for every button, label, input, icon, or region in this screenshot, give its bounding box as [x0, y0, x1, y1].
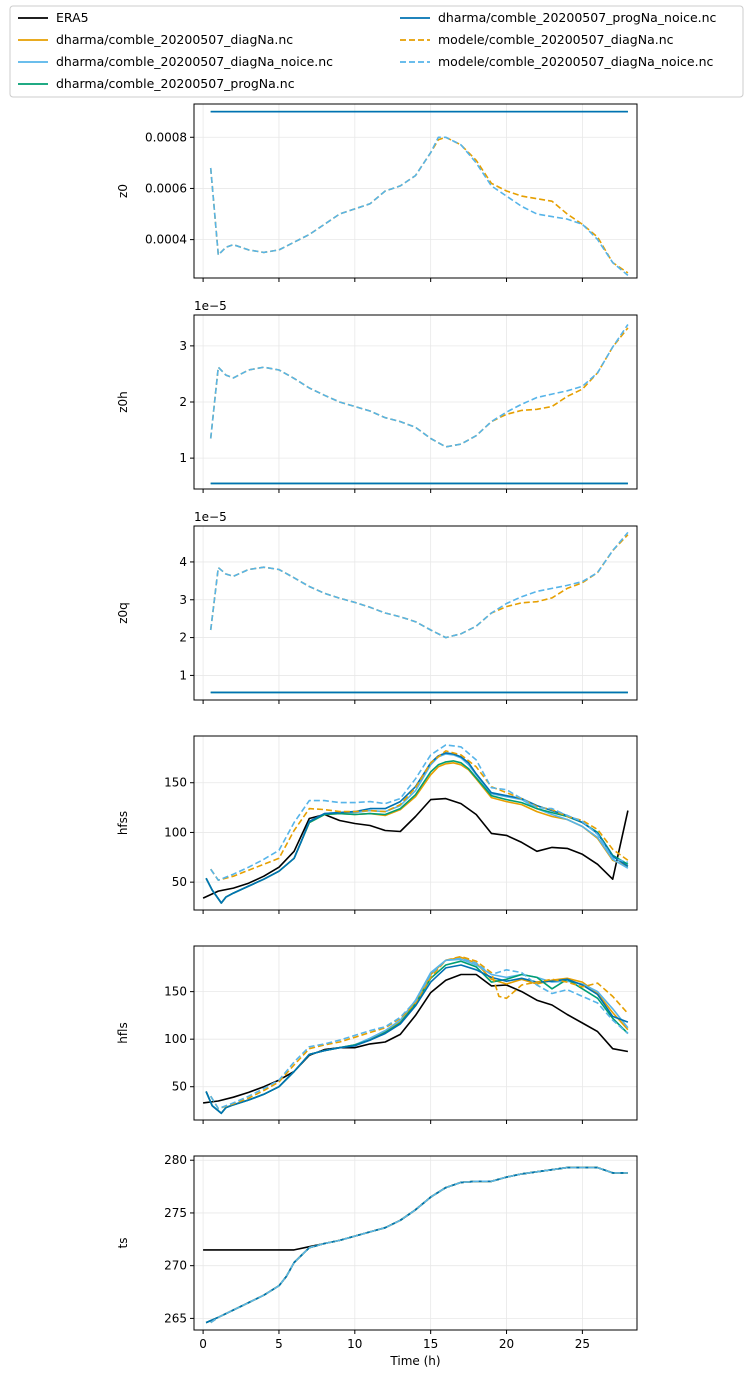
series-group	[203, 1166, 628, 1324]
y-axis-label: hfss	[116, 811, 130, 835]
y-axis-label: z0h	[116, 391, 130, 413]
y-tick-label: 1	[179, 668, 187, 682]
series-group	[203, 955, 629, 1115]
x-tick-label: 25	[575, 1337, 590, 1351]
y-tick-label: 50	[172, 1080, 187, 1094]
y-axis-label: ts	[116, 1238, 130, 1249]
series-line-ERA5	[202, 797, 629, 899]
legend-label: modele/comble_20200507_diagNa_noice.nc	[438, 54, 714, 69]
series-line-modele_diag_noice	[209, 136, 629, 277]
legend-label: dharma/comble_20200507_progNa_noice.nc	[438, 10, 717, 25]
series-line-modele_diag_noice	[209, 324, 629, 448]
subplots: 0.0004 0.0006 0.0008 z0 1 2 3 z0h 1e−5 1 2 3 4 z0q 1e−…	[116, 103, 638, 1368]
y-tick-label: 270	[164, 1259, 187, 1273]
y-tick-label: 275	[164, 1206, 187, 1220]
axes-frame	[193, 735, 638, 911]
legend-entry: dharma/comble_20200507_progNa_noice.nc	[400, 10, 717, 25]
y-axis-label: z0q	[116, 602, 130, 624]
series-line-modele_diag_noice	[210, 957, 629, 1110]
legend-entry: ERA5	[18, 10, 89, 25]
axes-frame	[193, 103, 638, 279]
x-axis-label: Time (h)	[389, 1354, 440, 1368]
legend-entry: modele/comble_20200507_diagNa.nc	[400, 32, 674, 47]
y-tick-label: 2	[179, 631, 187, 645]
series-line-modele_diag	[210, 750, 629, 882]
y-tick-label: 100	[164, 1032, 187, 1046]
subplot-z0h: 1 2 3 z0h 1e−5	[116, 299, 638, 493]
subplot-z0q: 1 2 3 4 z0q 1e−5	[116, 510, 638, 704]
series-group	[209, 110, 629, 277]
legend-label: dharma/comble_20200507_diagNa_noice.nc	[56, 54, 333, 69]
y-tick-label: 0.0006	[145, 181, 187, 195]
legend-frame	[9, 5, 744, 98]
subplot-hfss: 50 100 150 hfss	[116, 735, 638, 914]
legend-entry: dharma/comble_20200507_progNa.nc	[18, 76, 295, 91]
y-tick-label: 4	[179, 555, 187, 569]
x-tick-label: 20	[499, 1337, 514, 1351]
y-tick-label: 0.0004	[145, 233, 187, 247]
legend-label: modele/comble_20200507_diagNa.nc	[438, 32, 674, 47]
series-group	[202, 744, 629, 904]
x-tick-label: 15	[423, 1337, 438, 1351]
legend-label: dharma/comble_20200507_diagNa.nc	[56, 32, 293, 47]
legend-label: dharma/comble_20200507_progNa.nc	[56, 76, 295, 91]
y-tick-label: 265	[164, 1311, 187, 1325]
y-tick-label: 3	[179, 593, 187, 607]
y-tick-label: 1	[179, 451, 187, 465]
y-tick-label: 150	[164, 985, 187, 999]
legend: ERA5dharma/comble_20200507_diagNa.ncdhar…	[9, 5, 744, 98]
y-tick-label: 150	[164, 776, 187, 790]
legend-entry: dharma/comble_20200507_diagNa.nc	[18, 32, 293, 47]
x-tick-label: 0	[199, 1337, 207, 1351]
axis-offset-label: 1e−5	[194, 510, 227, 524]
y-tick-label: 3	[179, 339, 187, 353]
axes-frame	[193, 525, 638, 701]
subplot-ts: 265 270 275 280 0 5 10 15 20 25 ts Time (h)	[116, 1153, 638, 1368]
subplot-z0: 0.0004 0.0006 0.0008 z0	[116, 103, 638, 282]
y-tick-label: 50	[172, 875, 187, 889]
series-group	[209, 324, 629, 485]
series-line-modele_diag	[210, 955, 629, 1110]
axes-frame	[193, 1155, 638, 1331]
y-tick-label: 280	[164, 1153, 187, 1167]
series-line-dharma_prog_noice	[205, 964, 629, 1115]
x-tick-label: 5	[275, 1337, 283, 1351]
y-tick-label: 2	[179, 395, 187, 409]
axes-frame	[193, 945, 638, 1121]
subplot-hfls: 50 100 150 hfls	[116, 945, 638, 1124]
legend-entry: dharma/comble_20200507_diagNa_noice.nc	[18, 54, 333, 69]
series-line-modele_diag_noice	[209, 531, 629, 639]
y-axis-label: z0	[116, 184, 130, 198]
y-tick-label: 100	[164, 825, 187, 839]
legend-entry: modele/comble_20200507_diagNa_noice.nc	[400, 54, 714, 69]
x-tick-label: 10	[347, 1337, 362, 1351]
y-axis-label: hfls	[116, 1022, 130, 1043]
series-group	[209, 531, 629, 694]
series-line-modele_diag_noice	[210, 1166, 628, 1324]
series-line-modele_diag_noice	[210, 744, 629, 882]
axis-offset-label: 1e−5	[194, 299, 227, 313]
legend-label: ERA5	[56, 10, 89, 25]
y-tick-label: 0.0008	[145, 130, 187, 144]
